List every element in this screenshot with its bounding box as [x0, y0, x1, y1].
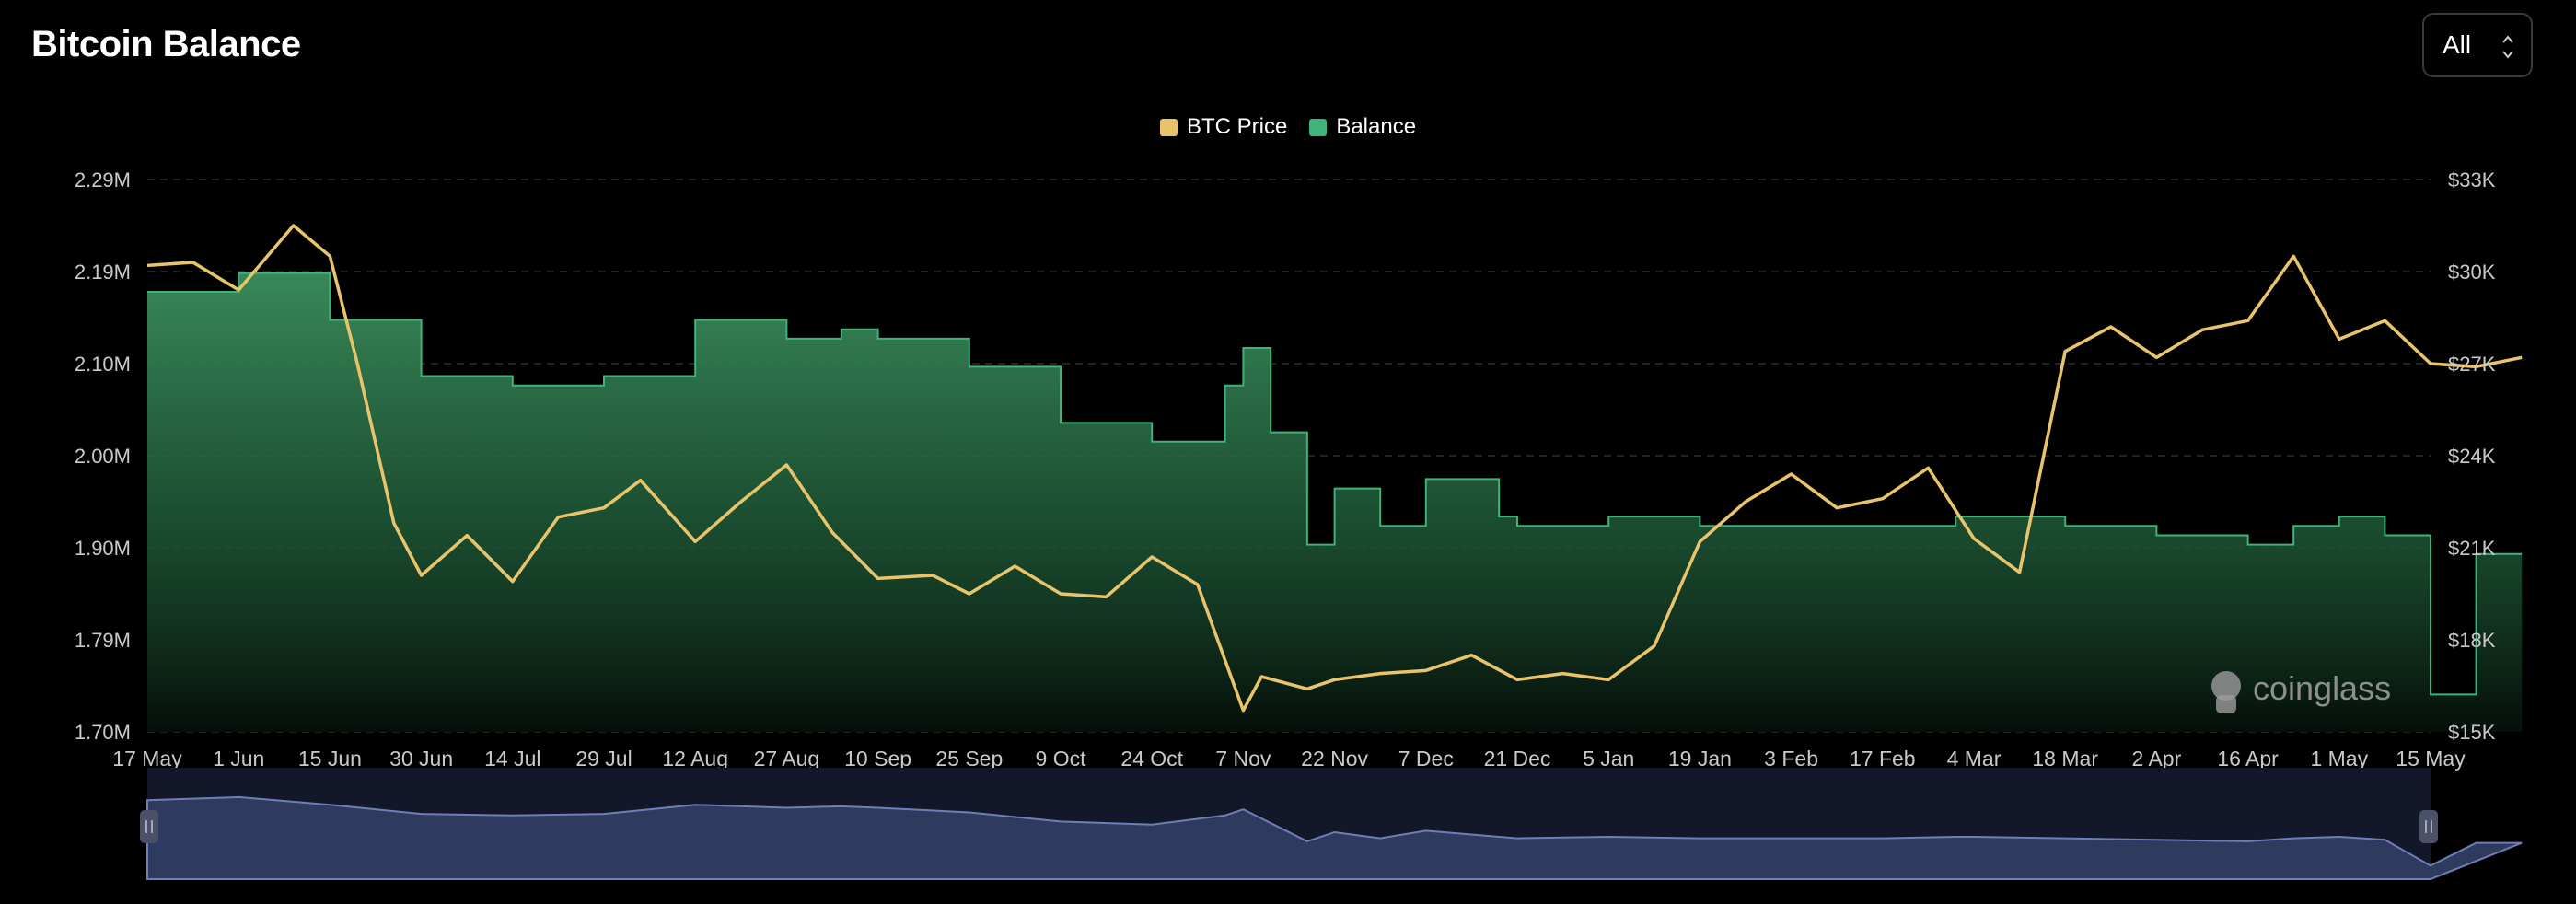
x-axis-tick-label: 10 Sep: [844, 747, 911, 771]
x-axis-tick-label: 12 Aug: [662, 747, 728, 771]
page-title: Bitcoin Balance: [31, 24, 301, 64]
x-axis-tick-label: 27 Aug: [754, 747, 820, 771]
range-navigator[interactable]: [140, 768, 2523, 880]
range-select[interactable]: All: [2422, 13, 2533, 77]
navigator-right-handle[interactable]: [2419, 810, 2438, 843]
left-axis-tick-label: 2.19M: [75, 261, 131, 284]
x-axis-tick-label: 15 Jun: [298, 747, 362, 771]
coinglass-watermark: coinglass: [2211, 669, 2391, 713]
x-axis-tick-label: 24 Oct: [1120, 747, 1183, 771]
x-axis-tick-label: 9 Oct: [1036, 747, 1087, 771]
left-axis-tick-label: 2.10M: [75, 353, 131, 376]
chevron-updown-icon: [2502, 35, 2513, 59]
legend-swatch-btc-price: [1159, 118, 1178, 136]
x-axis-tick-label: 3 Feb: [1764, 747, 1818, 771]
legend-label-balance: Balance: [1336, 114, 1417, 139]
btc-price-line: [146, 224, 2523, 713]
x-axis-tick-label: 17 Feb: [1850, 747, 1916, 771]
x-axis-tick-label: 19 Jan: [1668, 747, 1732, 771]
x-axis-tick-label: 17 May: [112, 747, 182, 771]
legend-item-balance[interactable]: Balance: [1309, 114, 1416, 140]
right-axis-tick-label: $15K: [2448, 721, 2496, 744]
coinglass-logo-icon: [2211, 671, 2241, 701]
plot-area: [146, 224, 2523, 732]
x-axis-tick-label: 15 May: [2396, 747, 2466, 771]
navigator-left-handle[interactable]: [140, 810, 158, 843]
left-axis-tick-label: 2.29M: [75, 168, 131, 191]
left-axis-tick-label: 1.79M: [75, 629, 131, 652]
x-axis-tick-label: 18 Mar: [2032, 747, 2098, 771]
navigator-series: [146, 795, 2523, 880]
x-axis-tick-label: 25 Sep: [935, 747, 1003, 771]
x-axis-ticks: 17 May 1 Jun 15 Jun 30 Jun 14 Jul 29 Jul 12 Au…: [112, 747, 2466, 771]
x-axis-tick-label: 30 Jun: [389, 747, 453, 771]
right-axis-tick-label: $24K: [2448, 445, 2496, 468]
range-select-value: All: [2443, 30, 2472, 59]
chart-legend: BTC Price Balance: [0, 114, 2576, 140]
right-axis-tick-label: $27K: [2448, 353, 2496, 376]
x-axis-tick-label: 29 Jul: [575, 747, 632, 771]
legend-swatch-balance: [1309, 118, 1328, 136]
left-axis-tick-label: 1.70M: [75, 721, 131, 744]
legend-label-btc-price: BTC Price: [1186, 114, 1288, 139]
right-axis-ticks: $33K $30K $27K $24K $21K $18K $15K: [2448, 168, 2496, 744]
left-axis-tick-label: 1.90M: [75, 537, 131, 560]
x-axis-tick-label: 4 Mar: [1947, 747, 2002, 771]
balance-line: [147, 272, 2523, 696]
right-axis-tick-label: $18K: [2448, 629, 2496, 652]
right-axis-tick-label: $33K: [2448, 168, 2496, 191]
legend-item-btc-price[interactable]: BTC Price: [1159, 114, 1288, 140]
x-axis-tick-label: 14 Jul: [484, 747, 540, 771]
x-axis-tick-label: 5 Jan: [1583, 747, 1634, 771]
left-axis-tick-label: 2.00M: [75, 445, 131, 468]
x-axis-tick-label: 16 Apr: [2217, 747, 2279, 771]
right-axis-tick-label: $21K: [2448, 537, 2496, 560]
x-axis-tick-label: 22 Nov: [1301, 747, 1368, 771]
coinglass-logo-icon-base: [2216, 695, 2236, 713]
x-axis-tick-label: 1 May: [2310, 747, 2368, 771]
x-axis-tick-label: 1 Jun: [213, 747, 264, 771]
x-axis-tick-label: 2 Apr: [2132, 747, 2182, 771]
x-axis-tick-label: 21 Dec: [1484, 747, 1551, 771]
watermark-text: coinglass: [2253, 669, 2391, 707]
x-axis-tick-label: 7 Dec: [1398, 747, 1454, 771]
x-axis-tick-label: 7 Nov: [1215, 747, 1271, 771]
left-axis-ticks: 2.29M 2.19M 2.10M 2.00M 1.90M 1.79M 1.70M: [75, 168, 131, 744]
right-axis-tick-label: $30K: [2448, 261, 2496, 284]
